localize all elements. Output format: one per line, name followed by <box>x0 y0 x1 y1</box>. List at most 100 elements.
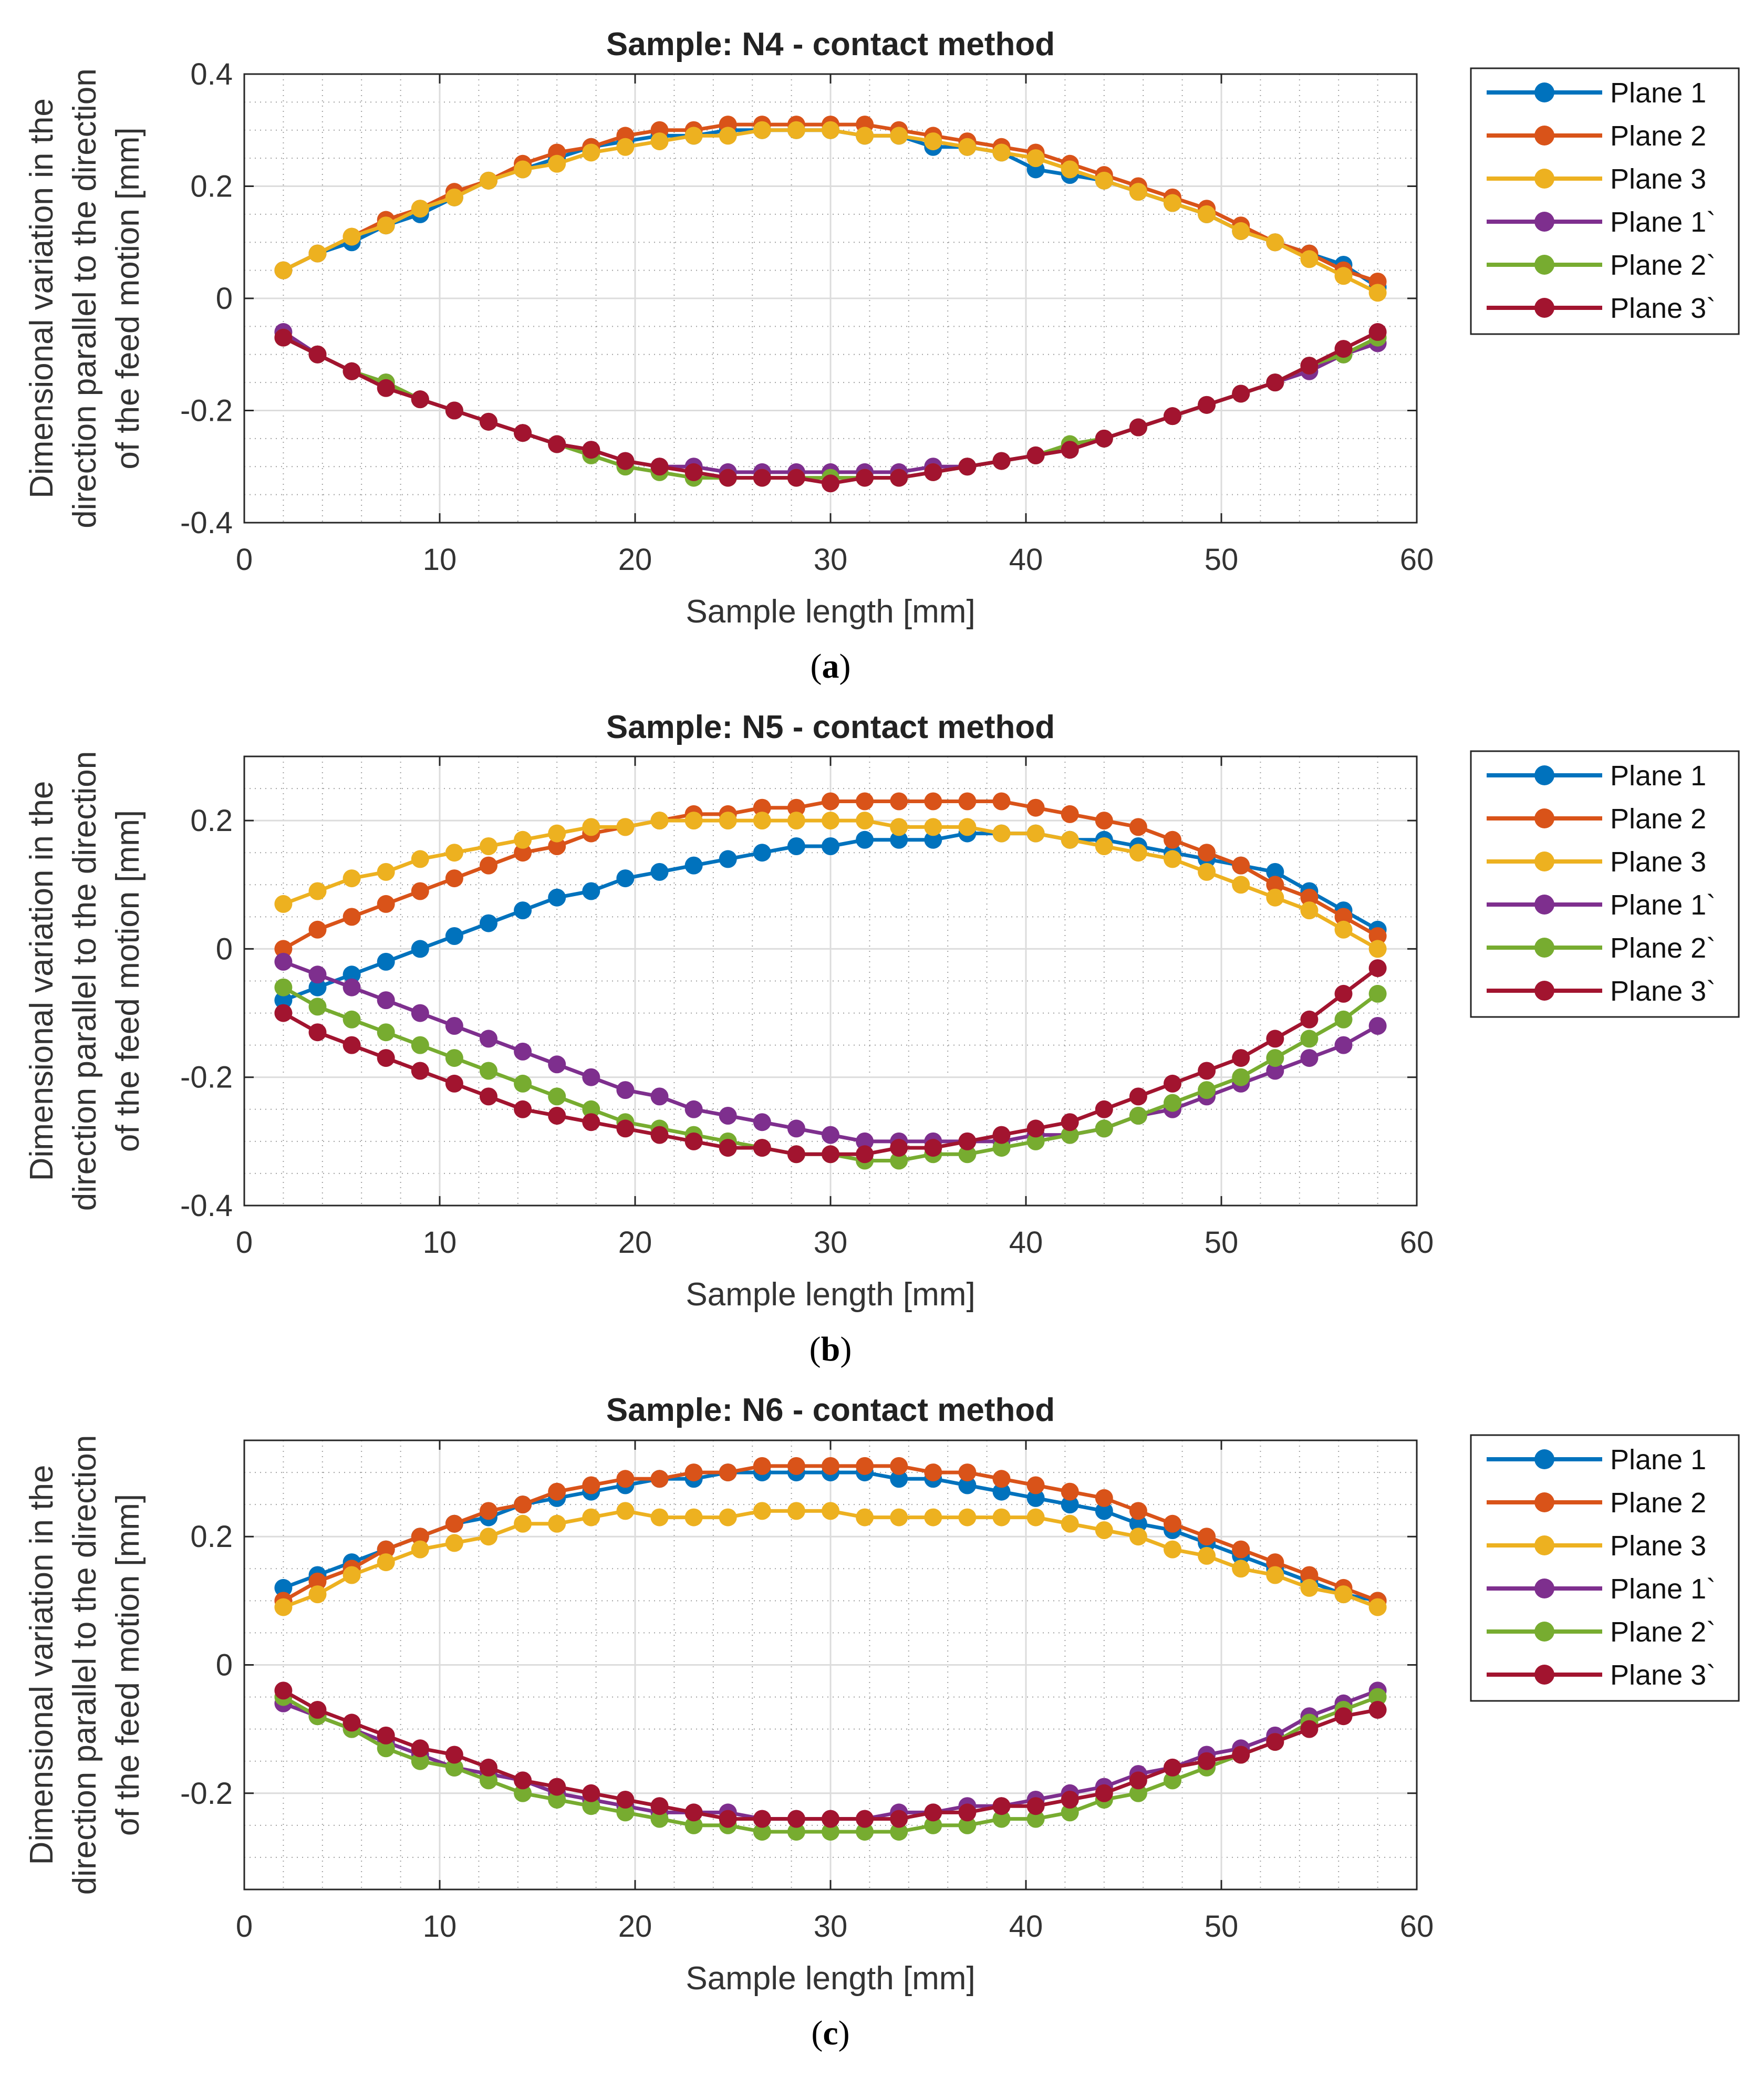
data-point <box>445 401 463 420</box>
y-axis-label-line: direction parallel to the direction <box>67 1435 103 1895</box>
data-point <box>958 1463 977 1482</box>
data-point <box>480 837 497 855</box>
x-axis-label: Sample length [mm] <box>686 1960 975 1997</box>
data-point <box>1266 888 1284 907</box>
data-point <box>958 1508 977 1526</box>
data-point <box>616 1791 635 1809</box>
legend-label: Plane 2` <box>1610 1616 1716 1648</box>
data-point <box>616 1803 635 1822</box>
y-tick-label: 0 <box>216 282 233 316</box>
data-point <box>377 379 395 397</box>
data-point <box>1061 805 1079 823</box>
data-point <box>616 1081 635 1099</box>
y-tick-label: -0.2 <box>180 1061 233 1095</box>
data-point <box>1095 812 1113 830</box>
data-point <box>1368 959 1387 978</box>
data-point <box>719 469 737 487</box>
data-point <box>1129 818 1147 836</box>
data-point <box>411 940 429 958</box>
data-point <box>514 1100 532 1118</box>
data-point <box>1164 1758 1181 1777</box>
data-point <box>1266 1733 1284 1751</box>
data-point <box>1232 856 1250 875</box>
legend: Plane 1 Plane 2 Plane 3 Plane 1` Plane 2` Pla… <box>1470 67 1740 335</box>
data-point <box>1198 396 1216 414</box>
data-point <box>787 1810 805 1828</box>
data-point <box>411 1752 429 1770</box>
data-point <box>377 1049 395 1067</box>
data-point <box>1095 429 1113 448</box>
data-point <box>445 927 463 945</box>
data-point <box>274 328 293 347</box>
data-point <box>548 837 566 855</box>
data-point <box>924 818 942 836</box>
chart-panel-a: 0 10 20 30 40 50 60 -0.4 -0.2 0 0.2 0.4 Sample: N4 -… <box>24 26 1740 686</box>
data-point <box>514 1784 532 1802</box>
data-point <box>684 1508 703 1526</box>
data-point <box>1368 1688 1387 1706</box>
data-point <box>274 1598 293 1616</box>
data-point <box>890 818 908 836</box>
data-point <box>992 143 1011 162</box>
data-point <box>1026 798 1045 817</box>
legend-swatch-marker <box>1534 938 1554 958</box>
data-point <box>822 1823 839 1841</box>
data-point <box>684 463 703 481</box>
data-point <box>343 978 361 996</box>
data-point <box>719 1139 737 1157</box>
data-point <box>958 1803 977 1822</box>
data-point <box>1095 1489 1113 1507</box>
legend-item: Plane 2 <box>1487 1487 1706 1519</box>
data-point <box>1129 1107 1147 1125</box>
data-point <box>548 1514 566 1533</box>
legend-item: Plane 2 <box>1487 803 1706 835</box>
data-point <box>377 863 395 881</box>
legend-item: Plane 3` <box>1487 1659 1716 1691</box>
x-tick-label: 60 <box>1400 1226 1434 1260</box>
data-point <box>1164 1514 1181 1533</box>
legend-item: Plane 1 <box>1487 77 1706 109</box>
data-point <box>1334 908 1353 926</box>
data-point <box>958 1145 977 1164</box>
data-point <box>1232 876 1250 894</box>
data-point <box>548 1778 566 1796</box>
y-axis-label-line: of the feed motion [mm] <box>110 127 146 469</box>
data-point <box>1232 1746 1250 1764</box>
data-point <box>582 818 600 836</box>
legend-swatch-marker <box>1534 1535 1554 1555</box>
data-point <box>274 952 293 971</box>
legend-item: Plane 2 <box>1487 120 1706 152</box>
data-point <box>787 121 805 139</box>
series-2 <box>274 792 1387 958</box>
data-point <box>445 1049 463 1067</box>
data-point <box>684 1816 703 1834</box>
data-point <box>1368 1701 1387 1719</box>
data-point <box>822 1502 839 1520</box>
legend-item: Plane 1 <box>1487 760 1706 792</box>
data-point <box>582 1797 600 1815</box>
data-point <box>890 1470 908 1488</box>
y-tick-label: -0.2 <box>180 1777 233 1811</box>
x-axis-label: Sample length [mm] <box>686 1276 975 1313</box>
data-point <box>1061 160 1079 179</box>
data-point <box>1061 1514 1079 1533</box>
data-point <box>308 1701 327 1719</box>
data-point <box>616 452 635 470</box>
data-point <box>992 1508 1011 1526</box>
data-point <box>274 261 293 279</box>
data-point <box>753 1139 771 1157</box>
data-point <box>1232 1049 1250 1067</box>
data-point <box>856 830 874 849</box>
data-point <box>1266 1553 1284 1572</box>
data-point <box>308 1023 327 1042</box>
data-point <box>308 1572 327 1591</box>
data-point <box>514 1074 532 1093</box>
data-point <box>1061 1126 1079 1144</box>
data-point <box>308 882 327 900</box>
data-point <box>1164 407 1181 425</box>
y-axis-label-line: of the feed motion [mm] <box>110 1494 146 1836</box>
data-point <box>753 469 771 487</box>
data-point <box>924 1816 942 1834</box>
data-point <box>958 818 977 836</box>
data-point <box>1026 446 1045 464</box>
